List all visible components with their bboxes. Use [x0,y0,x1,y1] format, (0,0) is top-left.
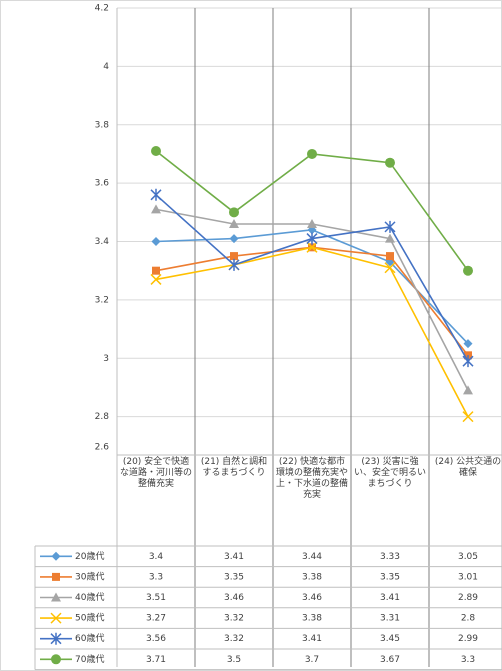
y-tick-label: 3.2 [95,295,109,305]
y-tick-label: 3.6 [95,179,110,189]
table-value: 3.32 [224,614,244,624]
legend-marker [51,551,61,561]
table-value: 3.41 [224,552,244,562]
marker [306,232,318,245]
table-value: 3.45 [380,634,400,644]
table-value: 3.71 [146,655,166,665]
x-tick-label: (20) 安全で快適な道路・河川等の整備充実 [119,457,192,489]
marker [230,252,238,261]
legend-label: 50歳代 [75,612,104,624]
marker [307,148,317,159]
table-value: 2.8 [461,614,476,624]
table-value: 3.35 [224,572,244,582]
marker [229,207,239,218]
marker [229,218,239,228]
table-value: 3.01 [458,572,478,582]
legend-label: 70歳代 [75,653,104,665]
series [151,204,473,395]
marker [463,265,473,276]
table-value: 3.41 [302,634,322,644]
marker [385,233,395,243]
legend-marker [51,592,61,602]
x-tick-label: (23) 災害に強い、安全で明るいまちづくり [353,457,426,489]
marker [385,157,395,168]
category-cell: (24) 公共交通の確保 [434,457,502,478]
table-value: 3.35 [380,572,400,582]
marker [229,234,239,244]
marker [384,262,396,274]
table-value: 2.89 [458,593,478,603]
table-value: 3.38 [302,614,322,624]
table-value: 3.41 [380,593,400,603]
y-tick-label: 2.8 [95,412,110,422]
y-tick-label: 3 [103,354,109,364]
table-value: 3.4 [149,552,164,562]
marker [151,204,161,214]
table-value: 3.46 [302,593,322,603]
y-tick-label: 4.2 [95,4,109,14]
category-cell: (22) 快適な都市環境の整備充実や上・下水道の整備充実 [275,457,348,500]
legend-label: 60歳代 [75,632,104,644]
table-value: 2.99 [458,634,478,644]
series [150,241,474,423]
marker [386,252,394,261]
table-value: 3.27 [146,614,166,624]
y-tick-label: 2.6 [95,443,110,453]
legend-label: 40歳代 [75,591,104,603]
legend-marker [52,572,60,581]
marker [463,385,473,395]
x-tick-label: (21) 自然と調和するまちづくり [200,457,268,478]
marker [152,266,160,275]
table-value: 3.38 [302,572,322,582]
marker [306,241,318,253]
x-tick-label: (22) 快適な都市環境の整備充実や上・下水道の整備充実 [275,457,348,500]
marker [462,411,474,423]
table-value: 3.3 [149,572,163,582]
marker [462,355,474,368]
marker [463,339,473,349]
y-tick-label: 4 [103,62,109,72]
legend-marker [50,612,62,624]
table-value: 3.3 [461,655,475,665]
table-value: 3.05 [458,552,478,562]
table-value: 3.7 [305,655,319,665]
table-value: 3.33 [380,552,400,562]
legend-label: 30歳代 [75,570,104,582]
table-value: 3.46 [224,593,244,603]
category-cell: (23) 災害に強い、安全で明るいまちづくり [353,457,426,489]
marker [150,188,162,201]
table-value: 3.51 [146,593,166,603]
table-value: 3.32 [224,634,244,644]
series [151,146,473,276]
table-value: 3.67 [380,655,400,665]
legend-marker [51,654,61,665]
table-value: 3.44 [302,552,322,562]
category-cell: (21) 自然と調和するまちづくり [200,457,268,478]
y-tick-label: 3.8 [95,120,110,130]
table-value: 3.5 [227,655,241,665]
legend-marker [50,632,62,645]
legend-label: 20歳代 [75,550,104,562]
table-value: 3.56 [146,634,166,644]
x-tick-label: (24) 公共交通の確保 [434,457,502,478]
marker [384,220,396,233]
table-value: 3.31 [380,614,400,624]
marker [151,146,161,157]
series [150,188,474,368]
y-tick-label: 3.4 [95,237,110,247]
marker [150,273,162,285]
marker [307,218,317,228]
category-cell: (20) 安全で快適な道路・河川等の整備充実 [119,457,192,489]
marker [228,258,240,271]
marker [151,237,161,246]
